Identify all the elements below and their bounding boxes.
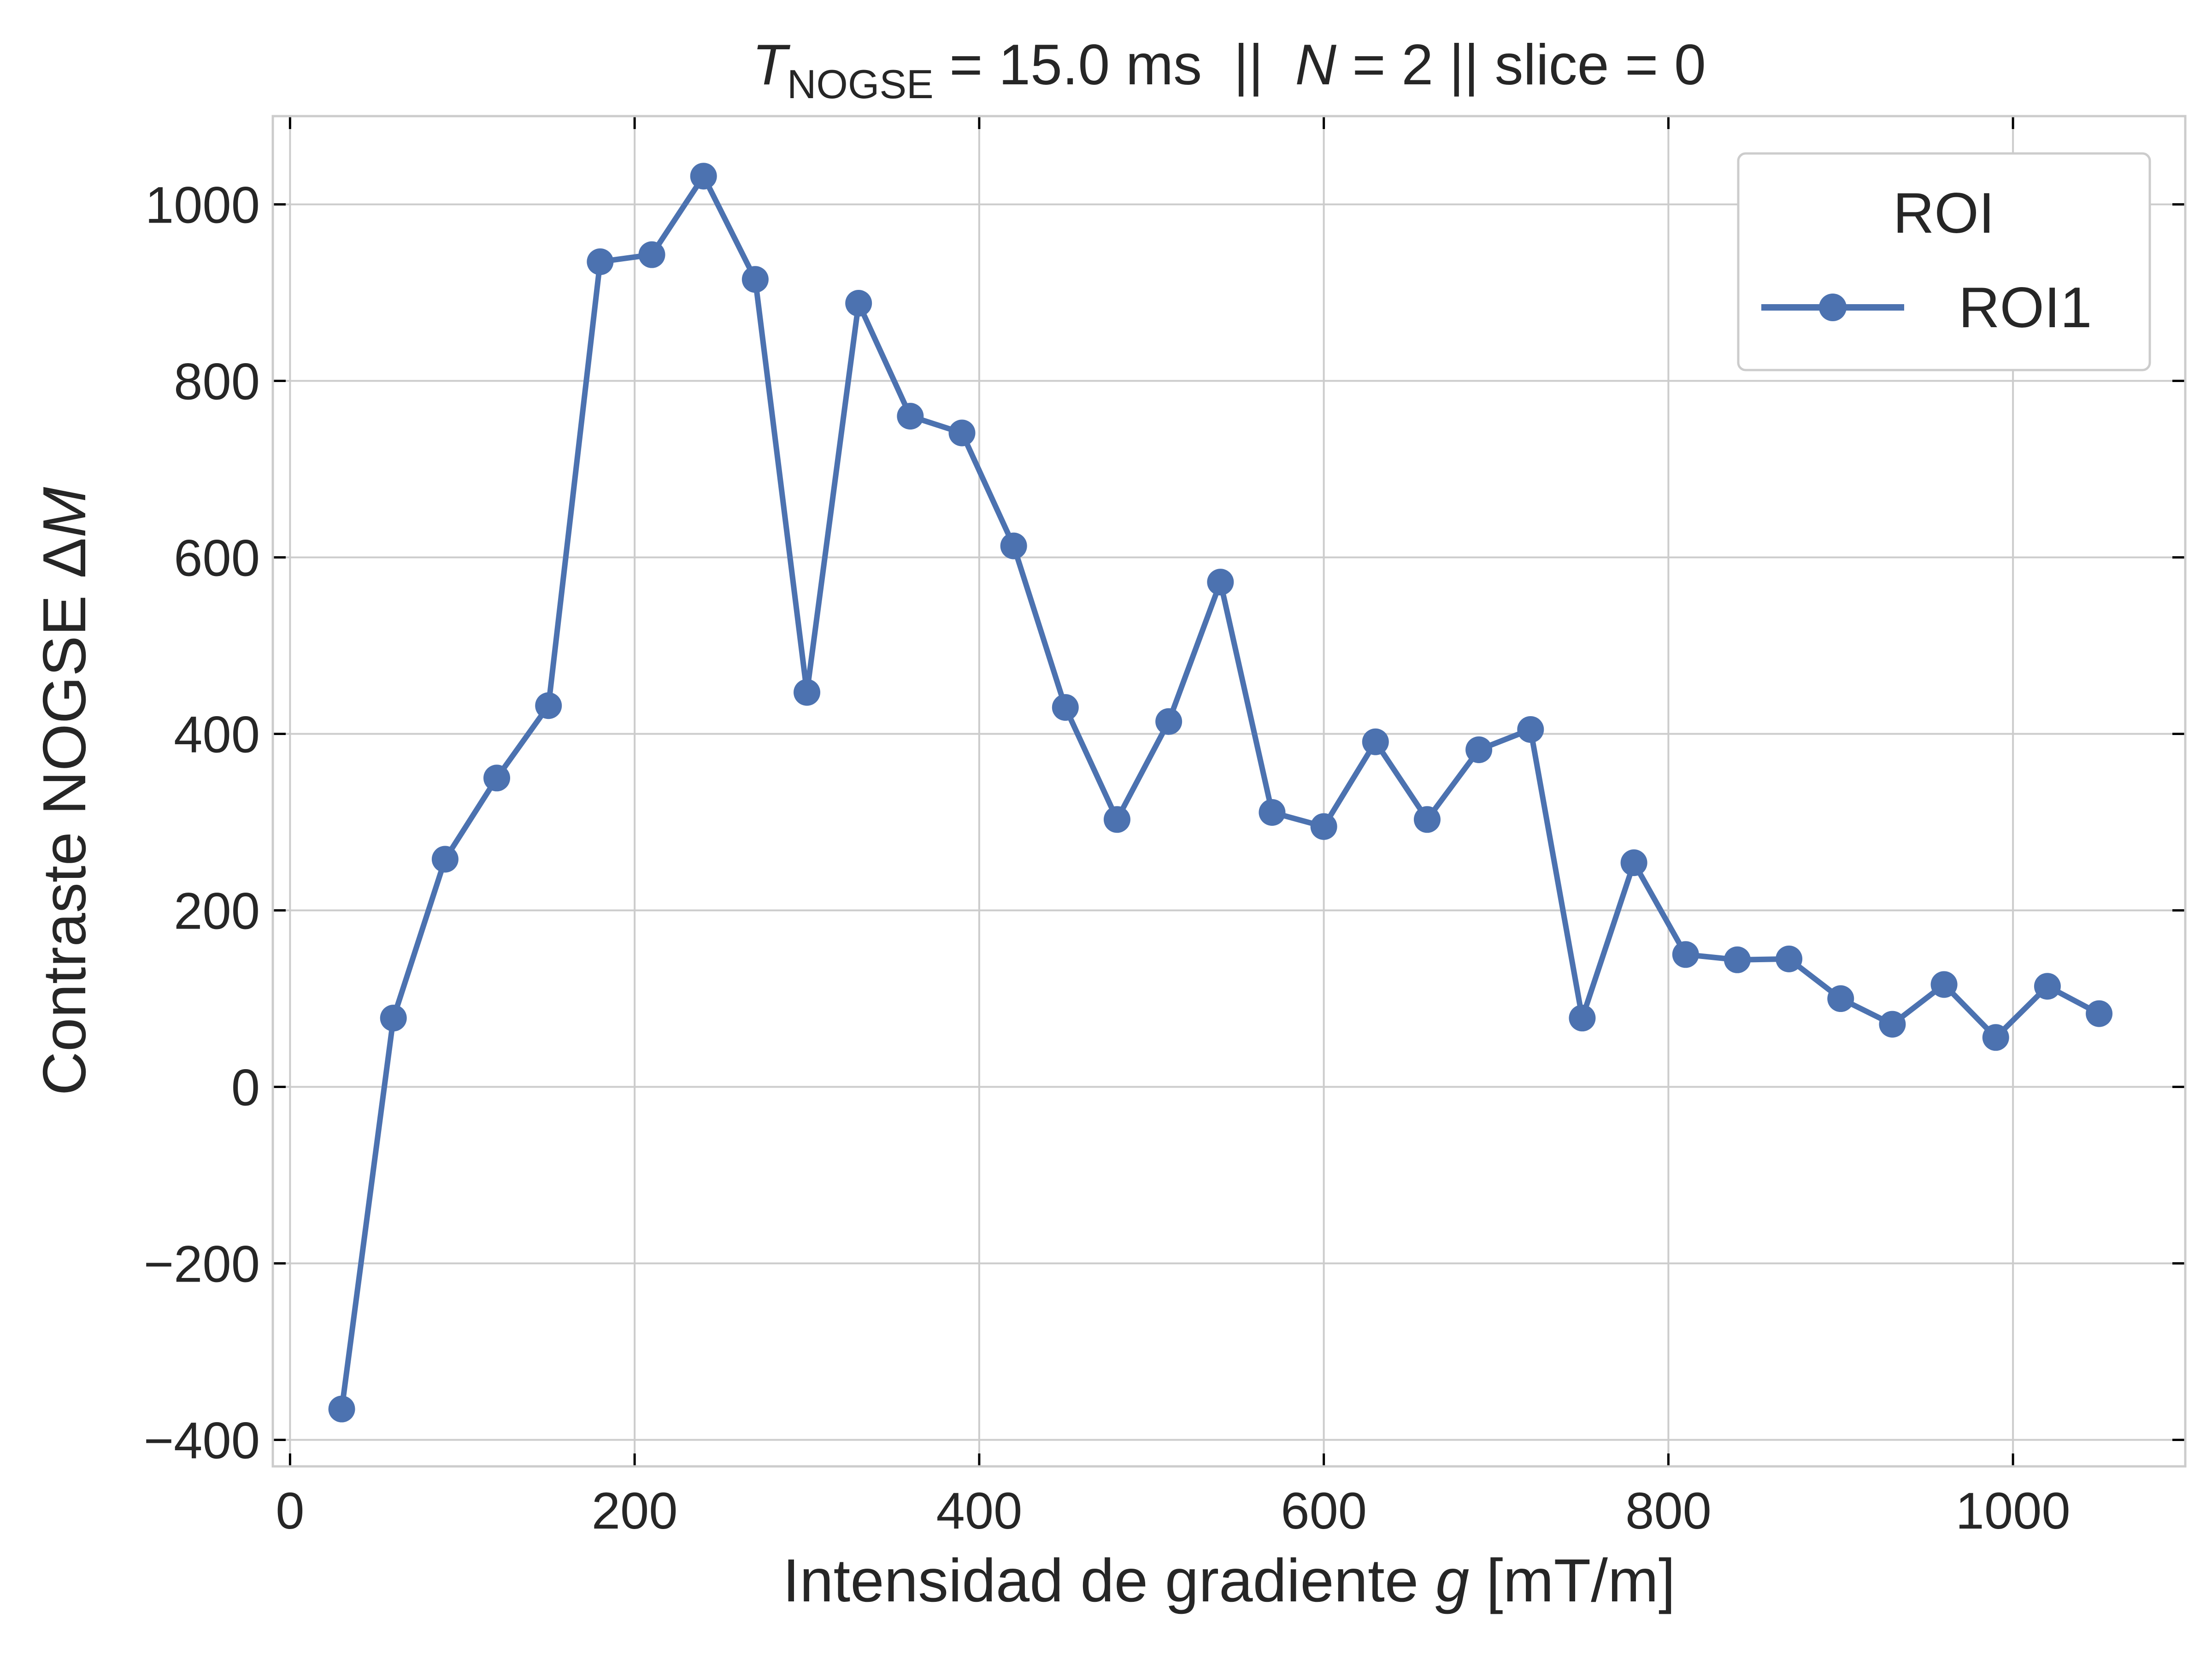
- data-point: [1000, 532, 1027, 559]
- legend-series-marker: [1819, 294, 1847, 321]
- y-tick-label: 400: [174, 706, 260, 764]
- data-point: [2034, 973, 2061, 1000]
- data-point: [690, 163, 717, 190]
- y-tick-label: 800: [174, 353, 260, 411]
- title-suffix: = 2 || slice = 0: [1336, 33, 1706, 97]
- data-point: [1413, 806, 1441, 833]
- data-point: [1776, 945, 1803, 972]
- data-point: [1155, 708, 1182, 735]
- title-subscript: NOGSE: [787, 61, 934, 107]
- data-point: [1879, 1011, 1906, 1038]
- y-tick-label: −400: [144, 1412, 260, 1470]
- data-point: [483, 765, 511, 792]
- data-point: [1362, 728, 1389, 755]
- y-axis-label-symbol: M: [30, 487, 98, 538]
- data-point: [638, 241, 665, 268]
- y-tick-label: 1000: [145, 176, 260, 234]
- data-point: [535, 692, 562, 719]
- data-point: [1310, 813, 1337, 840]
- legend-title: ROI: [1893, 182, 1994, 245]
- tick-labels: 0 200 400 600 800 1000 −400 −200 0 200 400 600 800 10…: [144, 176, 2071, 1540]
- data-point: [845, 289, 872, 317]
- title-n-symbol: N: [1295, 33, 1336, 97]
- legend: ROI ROI1: [1737, 152, 2151, 371]
- data-point: [897, 403, 924, 430]
- data-point: [1827, 985, 1854, 1012]
- axis-ticks: [273, 116, 2185, 1466]
- x-tick-label: 800: [1625, 1482, 1712, 1540]
- data-point: [1052, 694, 1079, 721]
- data-point: [1103, 806, 1130, 833]
- x-tick-label: 400: [936, 1482, 1022, 1540]
- data-point: [1517, 716, 1544, 743]
- data-point: [948, 419, 976, 447]
- data-point: [1930, 971, 1958, 998]
- title-middle: = 15.0 ms ||: [934, 33, 1295, 97]
- x-tick-label: 200: [592, 1482, 678, 1540]
- x-axis-label-unit: [mT/m]: [1469, 1547, 1675, 1614]
- x-axis-label-text: Intensidad de gradiente: [782, 1547, 1435, 1614]
- data-point: [2086, 1000, 2113, 1027]
- data-point: [1982, 1024, 2009, 1051]
- data-point: [794, 679, 821, 706]
- x-tick-label: 600: [1281, 1482, 1367, 1540]
- data-point: [1207, 569, 1234, 596]
- data-point: [741, 266, 769, 293]
- y-axis-label: Contraste NOGSE ΔM: [30, 487, 98, 1096]
- y-tick-label: 200: [174, 882, 260, 940]
- series-layer: [328, 163, 2113, 1423]
- y-tick-label: 600: [174, 529, 260, 587]
- legend-series-label: ROI1: [1959, 276, 2092, 340]
- data-point: [328, 1395, 355, 1423]
- x-tick-label: 1000: [1956, 1482, 2071, 1540]
- data-point: [431, 846, 459, 873]
- data-point: [380, 1005, 407, 1032]
- chart-title: TNOGSE = 15.0 ms || N = 2 || slice = 0: [752, 33, 1706, 107]
- data-point: [1259, 799, 1286, 826]
- title-t-symbol: T: [752, 33, 791, 97]
- data-point: [1724, 946, 1751, 973]
- data-point: [587, 248, 614, 275]
- data-point: [1672, 941, 1699, 968]
- data-point: [1569, 1005, 1596, 1032]
- x-axis-label: Intensidad de gradiente g [mT/m]: [782, 1547, 1675, 1614]
- y-tick-label: −200: [144, 1235, 260, 1293]
- data-point: [1620, 849, 1647, 877]
- data-point: [1465, 736, 1493, 763]
- plot-frame: [271, 115, 2187, 1468]
- x-axis-label-symbol: g: [1435, 1547, 1469, 1614]
- y-tick-label: 0: [231, 1059, 260, 1117]
- y-axis-label-text: Contraste NOGSE Δ: [30, 538, 98, 1096]
- x-tick-label: 0: [276, 1482, 304, 1540]
